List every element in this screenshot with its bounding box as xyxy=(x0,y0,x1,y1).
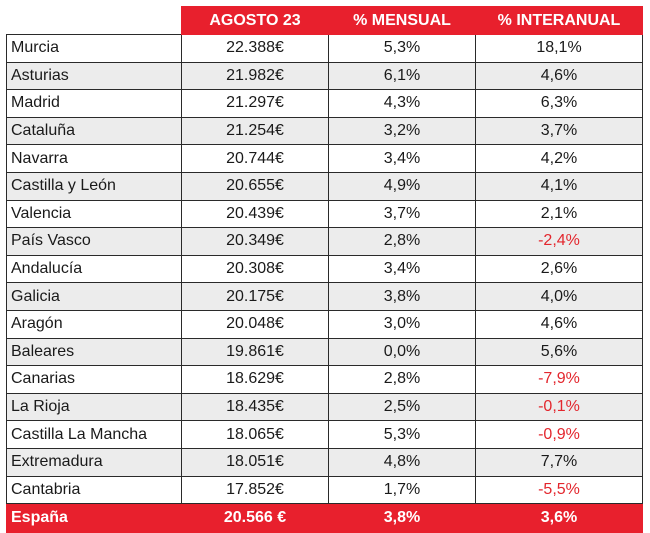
mensual-cell: 3,2% xyxy=(328,116,476,146)
header-region xyxy=(6,6,182,35)
region-cell: Galicia xyxy=(6,282,182,311)
table-row: Cataluña 21.254€ 3,2% 3,7% xyxy=(6,116,643,146)
table-row: Murcia 22.388€ 5,3% 18,1% xyxy=(6,34,643,63)
table-row: Canarias 18.629€ 2,8% -7,9% xyxy=(6,365,643,394)
mensual-cell: 6,1% xyxy=(328,61,476,91)
region-cell: Madrid xyxy=(6,89,182,118)
region-cell: Extremadura xyxy=(6,447,182,477)
mensual-cell: 4,9% xyxy=(328,171,476,201)
total-region: España xyxy=(6,503,182,533)
table-row: Extremadura 18.051€ 4,8% 7,7% xyxy=(6,447,643,477)
agosto-cell: 20.175€ xyxy=(181,282,329,311)
agosto-cell: 20.744€ xyxy=(181,144,329,173)
region-cell: Asturias xyxy=(6,61,182,91)
interanual-cell: -7,9% xyxy=(475,365,643,394)
interanual-cell: -2,4% xyxy=(475,227,643,256)
interanual-cell: 4,2% xyxy=(475,144,643,173)
total-agosto: 20.566 € xyxy=(181,503,329,533)
mensual-cell: 2,8% xyxy=(328,365,476,394)
agosto-cell: 20.048€ xyxy=(181,309,329,339)
region-cell: Cantabria xyxy=(6,475,182,505)
agosto-cell: 21.297€ xyxy=(181,89,329,118)
header-mensual: % MENSUAL xyxy=(328,6,476,35)
agosto-cell: 18.629€ xyxy=(181,365,329,394)
interanual-cell: 4,0% xyxy=(475,282,643,311)
region-cell: Navarra xyxy=(6,144,182,173)
interanual-cell: 2,1% xyxy=(475,199,643,229)
mensual-cell: 5,3% xyxy=(328,420,476,449)
total-interanual: 3,6% xyxy=(475,503,643,533)
agosto-cell: 21.254€ xyxy=(181,116,329,146)
header-interanual: % INTERANUAL xyxy=(475,6,643,35)
salary-table: AGOSTO 23 % MENSUAL % INTERANUAL Murcia 2… xyxy=(6,6,643,533)
table-row: Aragón 20.048€ 3,0% 4,6% xyxy=(6,309,643,339)
mensual-cell: 2,5% xyxy=(328,392,476,422)
region-cell: Baleares xyxy=(6,337,182,367)
table-row: Navarra 20.744€ 3,4% 4,2% xyxy=(6,144,643,173)
mensual-cell: 3,4% xyxy=(328,254,476,284)
agosto-cell: 20.349€ xyxy=(181,227,329,256)
interanual-cell: 18,1% xyxy=(475,34,643,63)
region-cell: País Vasco xyxy=(6,227,182,256)
mensual-cell: 3,4% xyxy=(328,144,476,173)
region-cell: La Rioja xyxy=(6,392,182,422)
region-cell: Castilla y León xyxy=(6,171,182,201)
salary-table-container: AGOSTO 23 % MENSUAL % INTERANUAL Murcia 2… xyxy=(6,6,643,533)
region-cell: Cataluña xyxy=(6,116,182,146)
agosto-cell: 19.861€ xyxy=(181,337,329,367)
table-row: Cantabria 17.852€ 1,7% -5,5% xyxy=(6,475,643,505)
table-row: Valencia 20.439€ 3,7% 2,1% xyxy=(6,199,643,229)
agosto-cell: 18.051€ xyxy=(181,447,329,477)
region-cell: Castilla La Mancha xyxy=(6,420,182,449)
interanual-cell: -0,1% xyxy=(475,392,643,422)
interanual-cell: 6,3% xyxy=(475,89,643,118)
table-row: Baleares 19.861€ 0,0% 5,6% xyxy=(6,337,643,367)
table-row: Castilla y León 20.655€ 4,9% 4,1% xyxy=(6,171,643,201)
interanual-cell: -0,9% xyxy=(475,420,643,449)
table-row: Madrid 21.297€ 4,3% 6,3% xyxy=(6,89,643,118)
table-row: País Vasco 20.349€ 2,8% -2,4% xyxy=(6,227,643,256)
agosto-cell: 18.065€ xyxy=(181,420,329,449)
region-cell: Murcia xyxy=(6,34,182,63)
mensual-cell: 1,7% xyxy=(328,475,476,505)
interanual-cell: 4,1% xyxy=(475,171,643,201)
total-mensual: 3,8% xyxy=(328,503,476,533)
interanual-cell: 2,6% xyxy=(475,254,643,284)
mensual-cell: 4,8% xyxy=(328,447,476,477)
header-row: AGOSTO 23 % MENSUAL % INTERANUAL xyxy=(6,6,643,35)
mensual-cell: 0,0% xyxy=(328,337,476,367)
mensual-cell: 3,7% xyxy=(328,199,476,229)
header-agosto: AGOSTO 23 xyxy=(181,6,329,35)
interanual-cell: 4,6% xyxy=(475,61,643,91)
table-row: Galicia 20.175€ 3,8% 4,0% xyxy=(6,282,643,311)
region-cell: Andalucía xyxy=(6,254,182,284)
agosto-cell: 22.388€ xyxy=(181,34,329,63)
table-row: Andalucía 20.308€ 3,4% 2,6% xyxy=(6,254,643,284)
agosto-cell: 18.435€ xyxy=(181,392,329,422)
interanual-cell: 4,6% xyxy=(475,309,643,339)
interanual-cell: -5,5% xyxy=(475,475,643,505)
interanual-cell: 3,7% xyxy=(475,116,643,146)
agosto-cell: 20.655€ xyxy=(181,171,329,201)
region-cell: Valencia xyxy=(6,199,182,229)
mensual-cell: 3,0% xyxy=(328,309,476,339)
region-cell: Canarias xyxy=(6,365,182,394)
mensual-cell: 4,3% xyxy=(328,89,476,118)
agosto-cell: 20.439€ xyxy=(181,199,329,229)
mensual-cell: 2,8% xyxy=(328,227,476,256)
region-cell: Aragón xyxy=(6,309,182,339)
agosto-cell: 17.852€ xyxy=(181,475,329,505)
interanual-cell: 7,7% xyxy=(475,447,643,477)
mensual-cell: 3,8% xyxy=(328,282,476,311)
mensual-cell: 5,3% xyxy=(328,34,476,63)
agosto-cell: 20.308€ xyxy=(181,254,329,284)
table-row: Asturias 21.982€ 6,1% 4,6% xyxy=(6,61,643,91)
agosto-cell: 21.982€ xyxy=(181,61,329,91)
table-row: La Rioja 18.435€ 2,5% -0,1% xyxy=(6,392,643,422)
table-row: Castilla La Mancha 18.065€ 5,3% -0,9% xyxy=(6,420,643,449)
total-row: España 20.566 € 3,8% 3,6% xyxy=(6,503,643,533)
interanual-cell: 5,6% xyxy=(475,337,643,367)
